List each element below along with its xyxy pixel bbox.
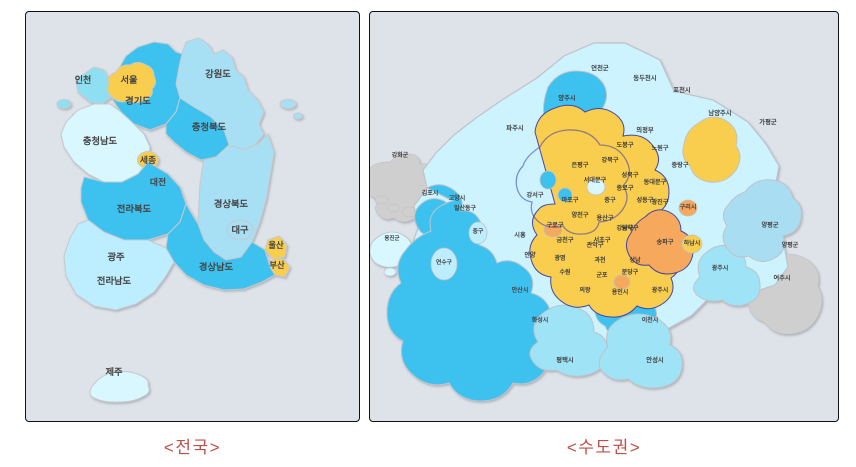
svg-text:충청남도: 충청남도 [83, 135, 118, 146]
svg-text:경상북도: 경상북도 [214, 198, 249, 209]
svg-text:광진구: 광진구 [651, 198, 668, 206]
svg-text:양천구: 양천구 [571, 211, 588, 219]
svg-text:구리시: 구리시 [679, 203, 696, 211]
svg-text:의왕: 의왕 [579, 286, 591, 294]
svg-text:옹진군: 옹진군 [384, 234, 399, 242]
svg-text:충청북도: 충청북도 [192, 121, 227, 132]
svg-text:김포시: 김포시 [422, 189, 439, 197]
svg-text:동대문구: 동대문구 [644, 178, 667, 186]
svg-text:강서구: 강서구 [526, 191, 543, 199]
svg-text:종로구: 종로구 [616, 184, 633, 192]
svg-text:광명: 광명 [554, 254, 565, 262]
svg-text:용인시: 용인시 [612, 288, 629, 296]
svg-text:인천: 인천 [75, 75, 92, 85]
svg-text:남양주시: 남양주시 [708, 108, 731, 117]
svg-text:광주: 광주 [107, 251, 125, 262]
svg-text:안산시: 안산시 [512, 286, 529, 294]
svg-text:대전: 대전 [150, 176, 166, 187]
svg-text:과천: 과천 [594, 256, 606, 264]
svg-text:대구: 대구 [231, 224, 249, 235]
svg-text:강원도: 강원도 [205, 68, 231, 79]
svg-text:성남: 성남 [629, 256, 641, 264]
svg-text:양평군: 양평군 [782, 241, 799, 249]
svg-text:연수구: 연수구 [436, 258, 453, 266]
svg-text:양주시: 양주시 [558, 93, 576, 102]
svg-text:평택시: 평택시 [556, 355, 574, 364]
svg-text:고양시: 고양시 [449, 194, 466, 202]
svg-text:경상남도: 경상남도 [199, 261, 234, 272]
svg-text:연천군: 연천군 [591, 63, 609, 72]
svg-text:강화군: 강화군 [392, 151, 409, 159]
svg-text:시흥: 시흥 [514, 231, 526, 239]
svg-text:동두천시: 동두천시 [633, 73, 656, 82]
svg-text:여주시: 여주시 [773, 274, 790, 282]
svg-text:마포구: 마포구 [561, 196, 578, 204]
svg-text:중구: 중구 [604, 196, 616, 204]
svg-text:서울: 서울 [120, 74, 138, 85]
svg-text:용산구: 용산구 [596, 214, 613, 222]
svg-text:광주시: 광주시 [712, 264, 729, 272]
svg-text:경기도: 경기도 [125, 95, 151, 106]
svg-text:분당구: 분당구 [622, 268, 639, 276]
svg-text:양평군: 양평군 [761, 221, 778, 229]
svg-text:울산: 울산 [268, 240, 284, 250]
svg-text:이천시: 이천시 [642, 316, 659, 324]
svg-text:군포: 군포 [596, 271, 608, 279]
svg-text:광주시: 광주시 [652, 286, 669, 294]
svg-text:안양: 안양 [524, 251, 536, 259]
svg-text:하남시: 하남시 [684, 239, 701, 247]
svg-text:의정부: 의정부 [636, 125, 654, 134]
svg-text:제주: 제주 [105, 366, 123, 377]
svg-text:전라북도: 전라북도 [117, 203, 152, 214]
svg-text:강북구: 강북구 [601, 156, 618, 164]
svg-text:서대문구: 서대문구 [584, 176, 607, 184]
svg-text:중구: 중구 [473, 227, 484, 235]
svg-text:송파구: 송파구 [656, 238, 673, 246]
svg-text:금천구: 금천구 [556, 236, 573, 244]
svg-text:파주시: 파주시 [506, 123, 524, 132]
svg-text:가평군: 가평군 [759, 117, 777, 126]
svg-text:안성시: 안성시 [646, 355, 664, 364]
svg-text:수원: 수원 [559, 268, 570, 276]
svg-text:포천시: 포천시 [673, 85, 691, 94]
svg-text:부산: 부산 [269, 260, 285, 270]
svg-text:일산동구: 일산동구 [454, 204, 477, 212]
svg-text:중랑구: 중랑구 [671, 161, 688, 169]
svg-text:전라남도: 전라남도 [97, 275, 132, 286]
svg-text:서초구: 서초구 [593, 236, 610, 244]
svg-text:성북구: 성북구 [621, 171, 638, 179]
svg-text:구로구: 구로구 [546, 222, 563, 229]
svg-text:도봉구: 도봉구 [616, 141, 633, 149]
svg-text:세종: 세종 [140, 154, 156, 165]
svg-text:노원구: 노원구 [651, 144, 668, 152]
svg-text:화성시: 화성시 [532, 316, 549, 324]
svg-text:은평구: 은평구 [571, 161, 588, 169]
svg-text:강남구: 강남구 [616, 224, 633, 232]
